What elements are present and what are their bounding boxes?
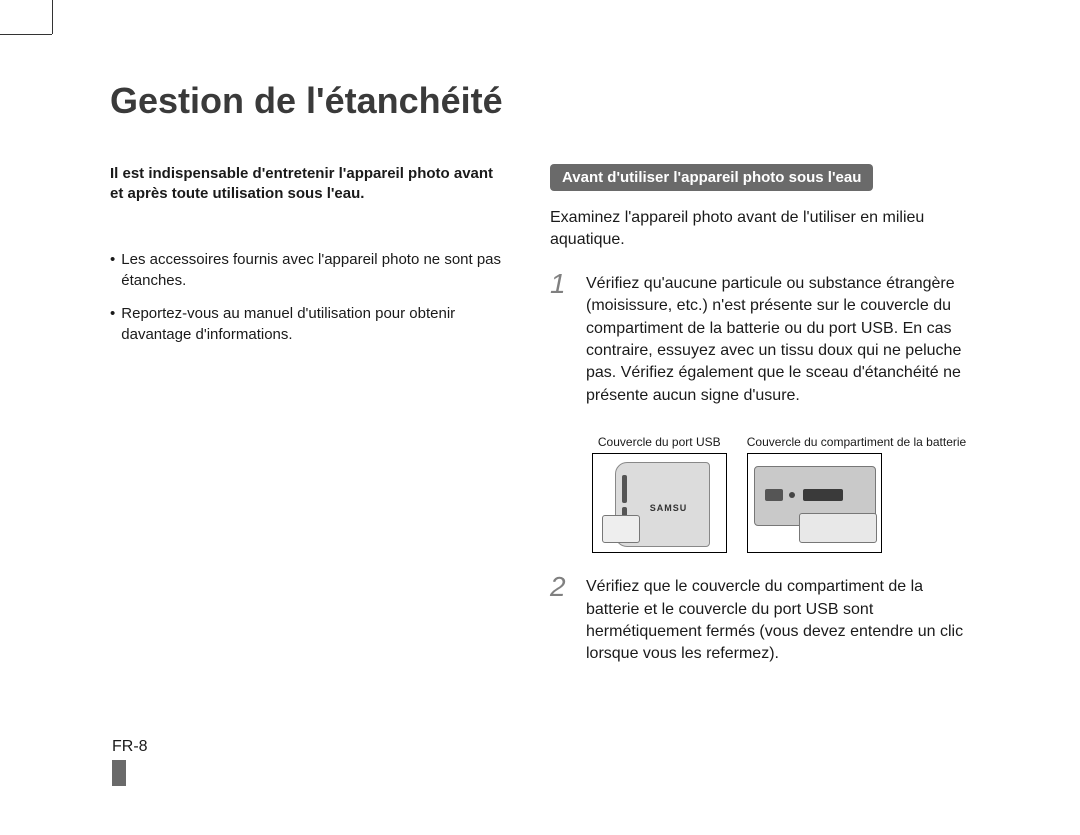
step-item: 2 Vérifiez que le couvercle du compartim… xyxy=(550,573,980,666)
diagram-box: SAMSU xyxy=(592,453,727,553)
device-illustration: SAMSU xyxy=(615,462,710,547)
diagram-battery-cover: Couvercle du compartiment de la batterie xyxy=(747,421,966,553)
intro-paragraph: Il est indispensable d'entretenir l'appa… xyxy=(110,164,505,205)
diagram-box xyxy=(747,453,882,553)
right-column: Avant d'utiliser l'appareil photo sous l… xyxy=(550,164,980,680)
diagram-caption: Couvercle du compartiment de la batterie xyxy=(747,421,966,449)
step-number: 2 xyxy=(550,573,586,666)
section-header: Avant d'utiliser l'appareil photo sous l… xyxy=(550,164,873,191)
page-content: Gestion de l'étanchéité Il est indispens… xyxy=(110,80,980,800)
bullet-text: Reportez-vous au manuel d'utilisation po… xyxy=(121,303,505,345)
lead-paragraph: Examinez l'appareil photo avant de l'uti… xyxy=(550,207,980,252)
step-item: 1 Vérifiez qu'aucune particule ou substa… xyxy=(550,270,980,407)
two-column-layout: Il est indispensable d'entretenir l'appa… xyxy=(110,164,980,680)
bullet-item: • Les accessoires fournis avec l'apparei… xyxy=(110,249,505,291)
brand-text: SAMSU xyxy=(650,503,688,513)
device-illustration xyxy=(754,466,876,526)
step-text: Vérifiez que le couvercle du compartimen… xyxy=(586,573,980,666)
diagram-row: Couvercle du port USB SAMSU Couvercle du… xyxy=(578,421,980,553)
page-number-block: FR-8 xyxy=(112,738,148,786)
step-number: 1 xyxy=(550,270,586,407)
page-title: Gestion de l'étanchéité xyxy=(110,80,980,122)
diagram-caption: Couvercle du port USB xyxy=(592,421,727,449)
step-text: Vérifiez qu'aucune particule ou substanc… xyxy=(586,270,980,407)
crop-mark xyxy=(0,34,52,35)
bullet-text: Les accessoires fournis avec l'appareil … xyxy=(121,249,505,291)
diagram-usb-cover: Couvercle du port USB SAMSU xyxy=(592,421,727,553)
page-number: FR-8 xyxy=(112,738,148,755)
crop-mark xyxy=(52,0,53,34)
bullet-dot: • xyxy=(110,249,115,291)
left-column: Il est indispensable d'entretenir l'appa… xyxy=(110,164,505,680)
bullet-dot: • xyxy=(110,303,115,345)
bullet-item: • Reportez-vous au manuel d'utilisation … xyxy=(110,303,505,345)
page-number-bar xyxy=(112,760,126,786)
